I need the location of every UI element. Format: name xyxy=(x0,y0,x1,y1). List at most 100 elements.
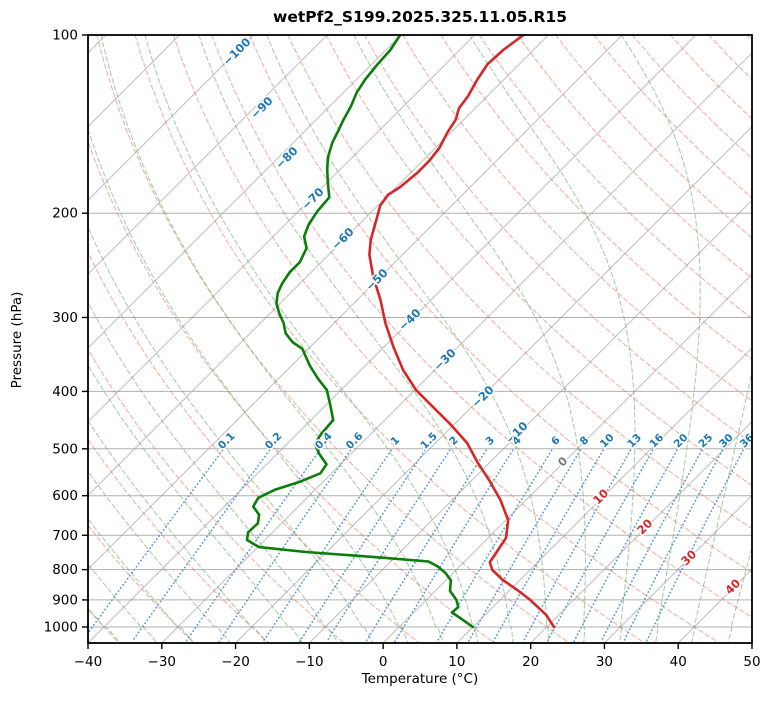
y-tick-label: 400 xyxy=(52,384,78,400)
moist-adiabat-line xyxy=(468,35,636,643)
x-tick-label: 20 xyxy=(522,654,539,670)
plot-area xyxy=(88,35,752,643)
x-tick-label: 40 xyxy=(670,654,687,670)
mixing-ratio-label: 25 xyxy=(696,432,715,451)
isotherm-line xyxy=(88,35,476,423)
dry-adiabat-line xyxy=(708,35,752,81)
dry-adiabat-line xyxy=(172,35,721,643)
isotherm-line xyxy=(382,273,752,643)
mixing-ratio-line xyxy=(262,449,392,643)
dry-adiabat-line xyxy=(478,35,752,320)
isotherm-label: −90 xyxy=(248,94,276,122)
dry-adiabat-line xyxy=(134,35,646,643)
moist-adiabat-line xyxy=(198,35,514,643)
y-tick-label: 900 xyxy=(52,592,78,608)
dry-adiabat-line xyxy=(631,35,752,160)
y-axis-label: Pressure (hPa) xyxy=(9,291,25,389)
mixing-ratio-line xyxy=(622,449,723,643)
x-tick-label: 0 xyxy=(379,654,388,670)
moist-adiabat-line xyxy=(88,517,193,643)
mixing-ratio-line xyxy=(467,449,582,643)
chart-title: wetPf2_S199.2025.325.11.05.R15 xyxy=(273,8,567,26)
mixing-ratio-line xyxy=(546,449,654,643)
isotherm-line xyxy=(751,642,752,643)
dry-adiabat-line xyxy=(593,35,752,199)
isotherm-label: −50 xyxy=(363,266,391,294)
isotherm-line xyxy=(235,125,752,643)
x-tick-label: 10 xyxy=(448,654,465,670)
mixing-ratio-line xyxy=(394,449,514,643)
dry-adiabat-line xyxy=(555,35,752,239)
moist-adiabat-line xyxy=(88,563,156,643)
moist-adiabat-line xyxy=(88,225,373,643)
dry-adiabat-line xyxy=(96,35,570,643)
x-tick-label: 30 xyxy=(596,654,613,670)
moist-adiabat-line xyxy=(88,364,302,643)
mixing-ratio-label: 6 xyxy=(549,434,563,448)
isotherm-label: −100 xyxy=(220,35,254,69)
x-tick-label: 50 xyxy=(743,654,760,670)
mixing-ratio-line xyxy=(218,449,352,643)
dry-adiabat-line xyxy=(516,35,752,279)
mixing-ratio-label: 36 xyxy=(738,432,757,451)
mixing-ratio-label: 3 xyxy=(483,434,497,448)
y-tick-label: 200 xyxy=(52,206,78,222)
isotherm-label: −70 xyxy=(299,185,327,213)
mixing-ratio-label: 30 xyxy=(717,432,736,451)
dry-adiabat-line xyxy=(287,35,752,530)
y-tick-label: 700 xyxy=(52,528,78,544)
isotherm-line xyxy=(88,35,623,570)
mixing-ratio-line xyxy=(645,449,744,643)
moist-adiabat-line xyxy=(144,35,479,643)
x-tick-label: −10 xyxy=(295,654,324,670)
isotherm-line xyxy=(88,35,254,202)
moist-adiabat-line xyxy=(620,35,701,643)
moist-adiabat-line xyxy=(266,35,549,643)
mixing-ratio-label: 20 xyxy=(672,432,691,451)
isotherm-label: −80 xyxy=(273,144,301,172)
x-tick-label: −30 xyxy=(148,654,177,670)
moist-adiabat-line xyxy=(100,35,444,643)
plot-border xyxy=(87,34,753,644)
moist-adiabat-line xyxy=(88,470,230,643)
mixing-ratio-label: 16 xyxy=(647,432,666,451)
isotherm-line xyxy=(161,52,752,643)
moist-adiabat-line xyxy=(88,127,408,643)
dry-adiabat-line xyxy=(325,35,752,487)
mixing-ratio-line xyxy=(185,449,321,643)
isotherm-line xyxy=(88,35,549,497)
mixing-ratio-label: 2 xyxy=(447,434,461,448)
y-tick-label: 600 xyxy=(52,488,78,504)
isotherm-line xyxy=(530,420,752,643)
temperature-curve xyxy=(368,35,556,629)
dry-adiabat-line xyxy=(88,139,495,643)
isotherm-line xyxy=(456,347,752,643)
mixing-ratio-label: 13 xyxy=(625,432,644,451)
y-tick-label: 1000 xyxy=(44,620,78,636)
isotherm-label: 0 xyxy=(555,454,571,470)
x-axis-label: Temperature (°C) xyxy=(361,671,479,687)
mixing-ratio-line xyxy=(522,449,632,643)
isotherm-label: 30 xyxy=(678,547,699,568)
isotherm-label: −60 xyxy=(329,225,357,253)
dry-adiabat-line xyxy=(88,250,420,643)
dry-adiabat-line xyxy=(364,35,752,444)
isotherm-line xyxy=(603,494,752,643)
mixing-ratio-label: 10 xyxy=(598,432,617,451)
moist-adiabat-line xyxy=(726,545,752,643)
dry-adiabat-line xyxy=(440,35,752,361)
mixing-ratio-line xyxy=(88,449,224,635)
y-tick-label: 500 xyxy=(52,441,78,457)
x-tick-label: −40 xyxy=(74,654,103,670)
dry-adiabat-line xyxy=(211,35,752,618)
isotherm-label: 20 xyxy=(634,516,655,537)
mixing-ratio-line xyxy=(573,449,678,643)
mixing-ratio-line xyxy=(365,449,487,643)
x-tick-label: −20 xyxy=(221,654,250,670)
mixing-ratio-line xyxy=(600,449,703,643)
y-tick-label: 300 xyxy=(52,310,78,326)
mixing-ratio-line xyxy=(325,449,451,643)
moist-adiabat-line xyxy=(353,35,586,643)
